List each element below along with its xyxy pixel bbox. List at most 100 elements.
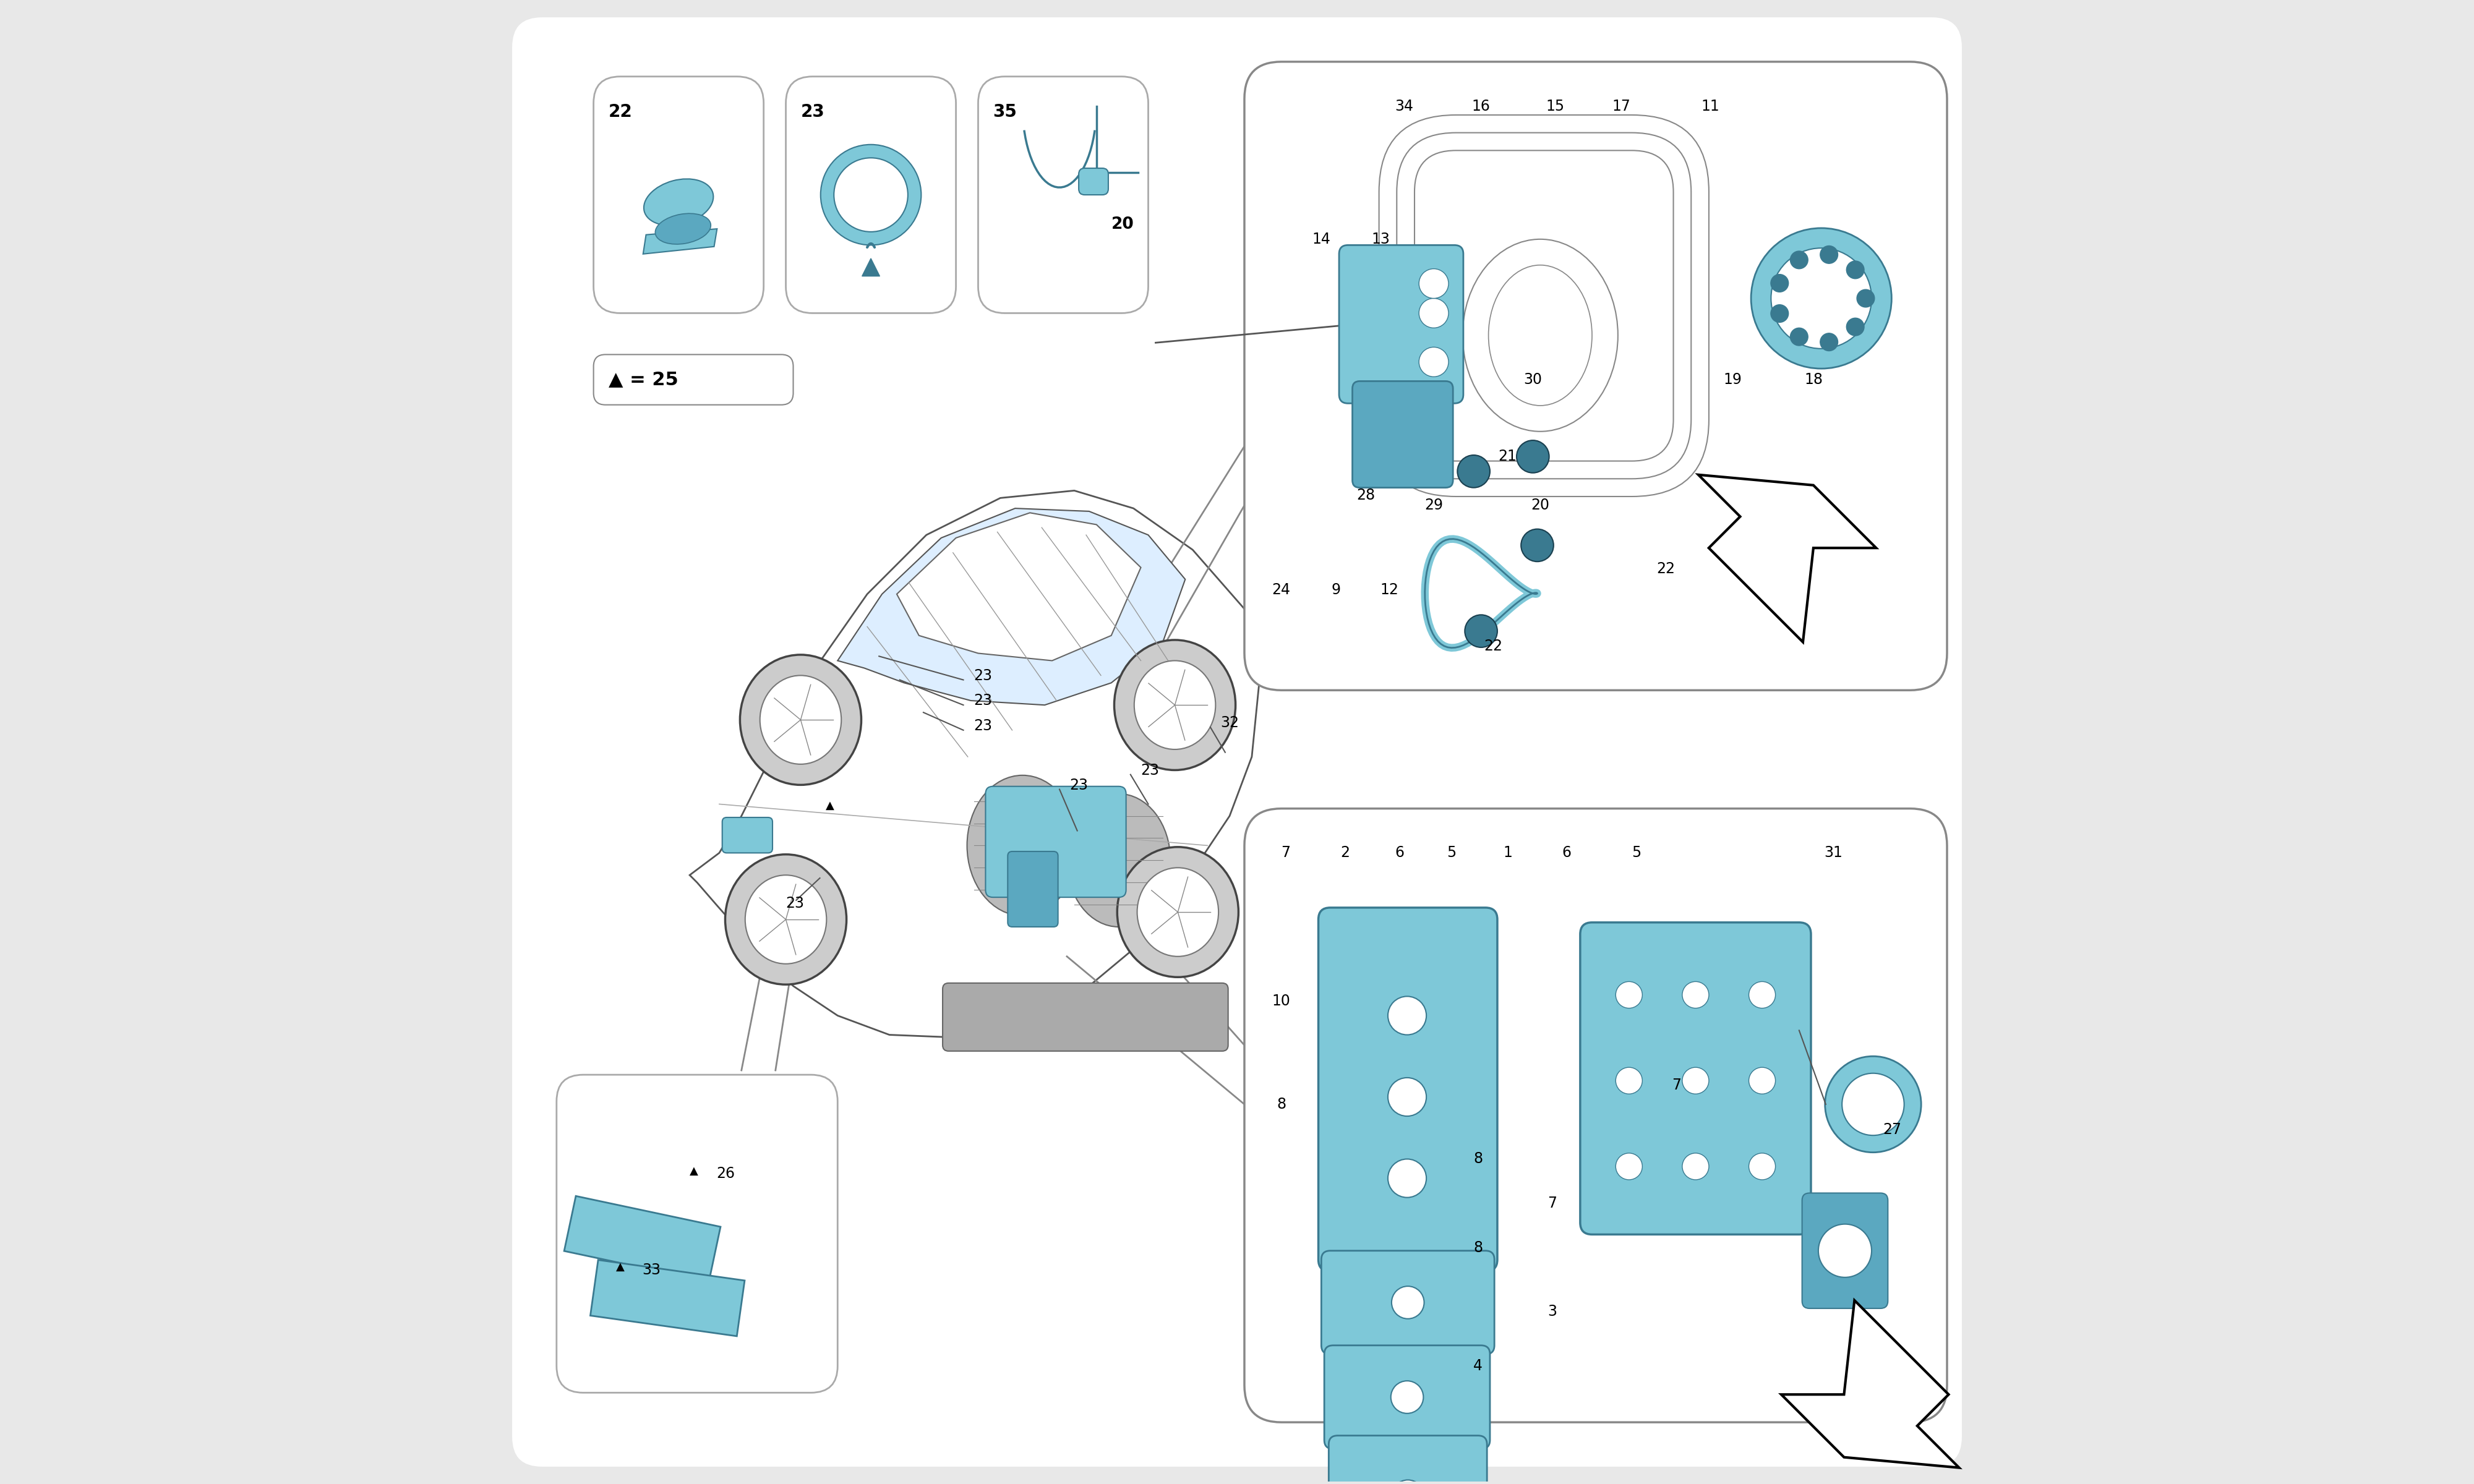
Text: ▲: ▲ — [826, 800, 834, 812]
Text: 13: 13 — [1371, 232, 1390, 246]
FancyBboxPatch shape — [1319, 908, 1497, 1272]
Circle shape — [1846, 261, 1865, 279]
Circle shape — [1465, 614, 1497, 647]
FancyBboxPatch shape — [512, 18, 1962, 1466]
Circle shape — [1791, 328, 1808, 346]
Text: 5: 5 — [1633, 846, 1640, 861]
Text: 24: 24 — [1272, 582, 1291, 597]
Text: 1: 1 — [1504, 846, 1512, 861]
Circle shape — [1771, 275, 1789, 292]
Text: ▲ = 25: ▲ = 25 — [609, 371, 678, 389]
Polygon shape — [1781, 1300, 1959, 1468]
Ellipse shape — [725, 855, 846, 984]
Ellipse shape — [1066, 794, 1170, 927]
FancyBboxPatch shape — [722, 818, 772, 853]
Circle shape — [1420, 298, 1450, 328]
Circle shape — [1858, 289, 1875, 307]
Text: 27: 27 — [1883, 1122, 1903, 1137]
Text: 10: 10 — [1272, 993, 1291, 1008]
FancyBboxPatch shape — [594, 77, 764, 313]
Ellipse shape — [745, 876, 826, 963]
Text: 35: 35 — [992, 104, 1017, 120]
Text: 33: 33 — [643, 1263, 661, 1278]
Text: 31: 31 — [1823, 846, 1843, 861]
Circle shape — [1457, 456, 1489, 488]
Text: 34: 34 — [1395, 98, 1413, 113]
Text: 17: 17 — [1613, 98, 1630, 113]
Text: 8: 8 — [1475, 1152, 1482, 1166]
Circle shape — [1420, 347, 1450, 377]
Ellipse shape — [1843, 1073, 1905, 1135]
Text: 23: 23 — [1069, 778, 1089, 792]
Text: 16: 16 — [1472, 98, 1489, 113]
Text: 23: 23 — [787, 896, 804, 911]
Text: 7: 7 — [1546, 1196, 1556, 1211]
Polygon shape — [564, 1196, 720, 1282]
FancyBboxPatch shape — [977, 77, 1148, 313]
Text: 23: 23 — [975, 668, 992, 683]
FancyBboxPatch shape — [1007, 852, 1059, 927]
Text: 11: 11 — [1702, 98, 1719, 113]
Circle shape — [1390, 1287, 1425, 1319]
Circle shape — [1821, 334, 1838, 350]
Ellipse shape — [1138, 868, 1220, 956]
Polygon shape — [839, 509, 1185, 705]
FancyBboxPatch shape — [557, 1074, 839, 1392]
Ellipse shape — [1752, 229, 1893, 368]
Ellipse shape — [1826, 1057, 1922, 1153]
Ellipse shape — [760, 675, 841, 764]
Text: 4: 4 — [1475, 1359, 1482, 1374]
Circle shape — [1682, 1067, 1710, 1094]
Circle shape — [1791, 251, 1808, 269]
Circle shape — [1616, 981, 1643, 1008]
FancyBboxPatch shape — [1079, 168, 1108, 194]
Polygon shape — [643, 229, 717, 254]
Circle shape — [1821, 246, 1838, 264]
Circle shape — [1616, 1153, 1643, 1180]
Text: 28: 28 — [1356, 488, 1376, 503]
Ellipse shape — [1489, 266, 1593, 405]
Text: 9: 9 — [1331, 582, 1341, 597]
Text: 7: 7 — [1282, 846, 1291, 861]
FancyBboxPatch shape — [1321, 1251, 1494, 1355]
FancyBboxPatch shape — [1581, 923, 1811, 1235]
Text: 20: 20 — [1111, 217, 1133, 233]
Polygon shape — [1697, 475, 1875, 643]
Text: 12: 12 — [1380, 582, 1398, 597]
FancyBboxPatch shape — [594, 355, 794, 405]
Circle shape — [1682, 981, 1710, 1008]
Circle shape — [1846, 318, 1865, 335]
Text: 3: 3 — [1546, 1304, 1556, 1319]
Text: 2: 2 — [1341, 846, 1351, 861]
Ellipse shape — [1771, 248, 1873, 349]
Ellipse shape — [1133, 660, 1215, 749]
Ellipse shape — [643, 180, 713, 226]
FancyBboxPatch shape — [1324, 1346, 1489, 1448]
Circle shape — [1749, 1153, 1776, 1180]
Circle shape — [1388, 1159, 1427, 1198]
Ellipse shape — [967, 775, 1079, 916]
FancyBboxPatch shape — [1338, 245, 1462, 404]
Text: ▲: ▲ — [690, 1165, 698, 1177]
Ellipse shape — [656, 214, 710, 245]
Text: 23: 23 — [975, 718, 992, 733]
FancyBboxPatch shape — [1801, 1193, 1888, 1309]
Text: 15: 15 — [1546, 98, 1564, 113]
Text: 29: 29 — [1425, 499, 1442, 513]
Text: 23: 23 — [975, 693, 992, 708]
Text: 18: 18 — [1804, 372, 1823, 387]
FancyBboxPatch shape — [787, 77, 955, 313]
Ellipse shape — [1462, 239, 1618, 432]
Ellipse shape — [740, 654, 861, 785]
Ellipse shape — [1118, 847, 1239, 976]
Text: 5: 5 — [1447, 846, 1457, 861]
Text: ▲: ▲ — [616, 1261, 623, 1272]
Text: 30: 30 — [1524, 372, 1541, 387]
Circle shape — [1420, 269, 1450, 298]
Polygon shape — [690, 491, 1259, 1037]
Text: 7: 7 — [1672, 1077, 1680, 1092]
Text: 8: 8 — [1277, 1097, 1286, 1112]
Text: 22: 22 — [1484, 638, 1502, 653]
Polygon shape — [896, 513, 1141, 660]
FancyBboxPatch shape — [943, 982, 1227, 1051]
